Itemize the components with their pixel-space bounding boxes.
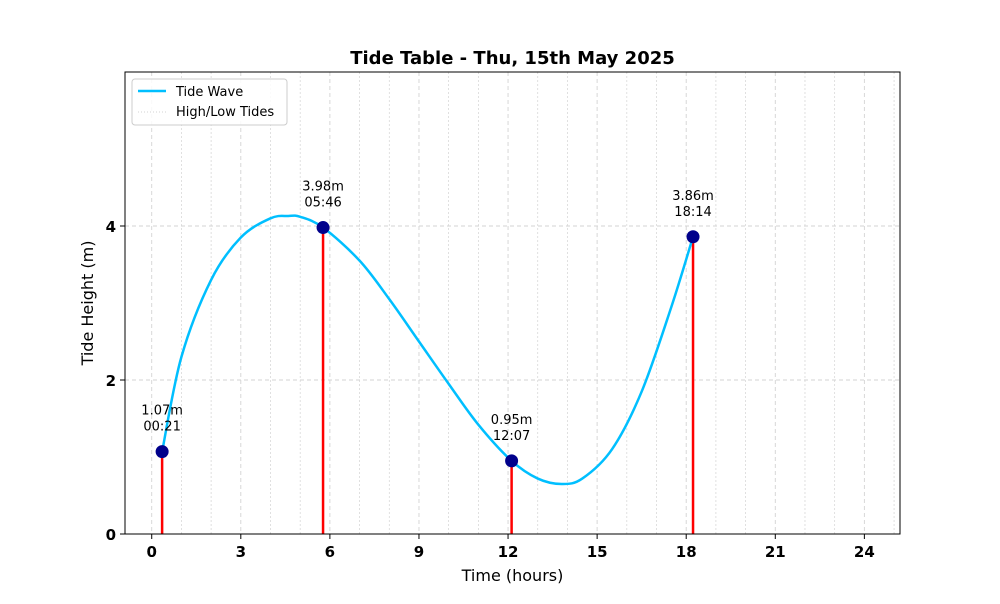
x-tick-label: 24 — [854, 543, 875, 561]
x-tick-label: 0 — [147, 543, 157, 561]
tide-marker — [316, 221, 330, 235]
tide-wave-line — [160, 214, 695, 486]
y-tick-label: 0 — [106, 526, 116, 544]
y-tick-label: 2 — [106, 372, 116, 390]
chart-title: Tide Table - Thu, 15th May 2025 — [350, 48, 675, 69]
y-tick-label: 4 — [106, 218, 116, 236]
legend-label-tide-wave: Tide Wave — [175, 85, 243, 100]
tide-height-label: 3.86m — [672, 189, 714, 204]
tide-time-label: 05:46 — [304, 196, 341, 211]
x-tick-label: 3 — [236, 543, 246, 561]
x-tick-label: 9 — [414, 543, 424, 561]
plot-frame — [124, 71, 901, 535]
legend-box — [131, 78, 288, 126]
x-tick-label: 21 — [765, 543, 786, 561]
x-tick-label: 6 — [325, 543, 335, 561]
tide-marker — [686, 230, 700, 244]
x-axis-label: Time (hours) — [461, 566, 564, 585]
y-axis-label: Tide Height (m) — [78, 241, 97, 367]
x-tick-label: 12 — [498, 543, 519, 561]
tide-height-label: 3.98m — [302, 180, 344, 195]
legend: Tide Wave High/Low Tides — [131, 78, 288, 126]
x-tick-label: 18 — [676, 543, 697, 561]
legend-label-high-low-tides: High/Low Tides — [176, 105, 274, 120]
tide-height-label: 1.07m — [141, 404, 183, 419]
tide-time-label: 12:07 — [493, 429, 530, 444]
x-tick-label: 15 — [587, 543, 608, 561]
tide-marker — [155, 445, 169, 459]
tide-time-label: 18:14 — [674, 205, 711, 220]
tide-marker — [505, 454, 519, 468]
tide-height-label: 0.95m — [491, 413, 533, 428]
tide-time-label: 00:21 — [143, 420, 180, 435]
